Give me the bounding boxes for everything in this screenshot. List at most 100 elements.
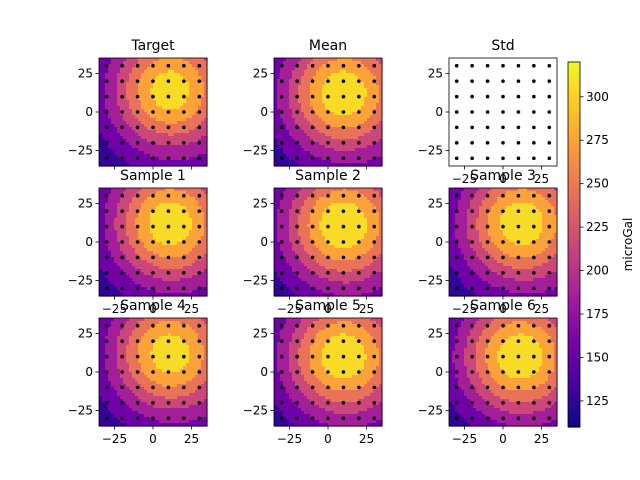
contour-cell — [114, 103, 118, 107]
contour-cell — [162, 148, 166, 152]
contour-cell — [159, 61, 163, 65]
contour-cell — [99, 272, 103, 276]
contour-cell — [171, 61, 175, 65]
contour-cell — [177, 85, 181, 89]
contour-cell — [346, 73, 350, 77]
contour-cell — [201, 76, 205, 80]
observation-point — [135, 79, 140, 83]
contour-cell — [340, 145, 344, 149]
contour-cell — [361, 106, 365, 110]
contour-cell — [159, 97, 163, 101]
contour-cell — [126, 61, 130, 65]
contour-cell — [162, 70, 166, 74]
contour-cell — [117, 145, 121, 149]
observation-point — [197, 240, 202, 244]
contour-cell — [99, 70, 103, 74]
contour-cell — [367, 151, 371, 155]
contour-cell — [195, 103, 199, 107]
contour-cell — [135, 148, 139, 152]
contour-cell — [144, 103, 148, 107]
contour-cell — [138, 148, 142, 152]
contour-cell — [364, 94, 368, 98]
contour-cell — [322, 88, 326, 92]
contour-cell — [144, 139, 148, 143]
contour-cell — [379, 124, 383, 128]
contour-cell — [111, 100, 115, 104]
contour-cell — [153, 130, 157, 134]
contour-cell — [120, 100, 124, 104]
contour-cell — [99, 212, 103, 216]
contour-cell — [337, 64, 341, 68]
contour-cell — [162, 97, 166, 101]
contour-cell — [108, 121, 112, 125]
contour-cell — [123, 160, 127, 164]
contour-cell — [168, 154, 172, 158]
contour-cell — [334, 121, 338, 125]
contour-cell — [316, 76, 320, 80]
contour-cell — [337, 73, 341, 77]
observation-point — [326, 156, 330, 161]
contour-cell — [280, 151, 284, 155]
contour-cell — [168, 145, 172, 149]
contour-cell — [117, 154, 121, 158]
contour-cell — [102, 248, 106, 252]
contour-cell — [352, 100, 356, 104]
contour-cell — [307, 160, 311, 164]
observation-point — [104, 110, 109, 114]
contour-cell — [174, 100, 178, 104]
contour-cell — [337, 103, 341, 107]
contour-cell — [328, 100, 332, 104]
contour-cell — [340, 61, 344, 65]
contour-cell — [162, 163, 166, 167]
contour-cell — [379, 145, 383, 149]
contour-cell — [171, 130, 175, 134]
contour-cell — [337, 88, 341, 92]
contour-cell — [280, 160, 284, 164]
contour-cell — [114, 133, 118, 137]
contour-cell — [313, 160, 317, 164]
contour-cell — [304, 130, 308, 134]
contour-cell — [129, 151, 133, 155]
contour-cell — [346, 121, 350, 125]
observation-point — [295, 141, 299, 145]
contour-cell — [102, 254, 106, 258]
contour-cell — [141, 154, 145, 158]
contour-cell — [379, 70, 383, 74]
contour-cell — [322, 106, 326, 110]
contour-cell — [138, 124, 142, 128]
contour-cell — [120, 112, 124, 116]
contour-cell — [292, 121, 296, 125]
contour-cell — [117, 124, 121, 128]
contour-cell — [346, 61, 350, 65]
contour-cell — [352, 127, 356, 131]
observation-point — [166, 79, 171, 83]
contour-cell — [367, 103, 371, 107]
contour-cell — [168, 160, 172, 164]
contour-cell — [123, 97, 127, 101]
contour-cell — [102, 115, 106, 119]
contour-cell — [183, 160, 187, 164]
contour-cell — [105, 236, 109, 240]
contour-cell — [319, 64, 323, 68]
contour-cell — [319, 79, 323, 83]
contour-cell — [105, 121, 109, 125]
contour-cell — [283, 118, 287, 122]
observation-point — [310, 63, 315, 68]
contour-cell — [126, 130, 130, 134]
observation-point — [372, 125, 377, 130]
contour-cell — [337, 82, 341, 86]
contour-cell — [180, 139, 184, 143]
contour-cell — [328, 142, 332, 146]
contour-cell — [286, 127, 290, 131]
contour-cell — [328, 76, 332, 80]
contour-cell — [174, 70, 178, 74]
contour-cell — [376, 97, 380, 101]
contour-cell — [123, 61, 127, 65]
contour-cell — [361, 160, 365, 164]
contour-cell — [277, 70, 281, 74]
contour-cell — [108, 67, 112, 71]
contour-cell — [177, 124, 181, 128]
contour-cell — [277, 67, 281, 71]
contour-cell — [364, 64, 368, 68]
contour-cell — [168, 130, 172, 134]
